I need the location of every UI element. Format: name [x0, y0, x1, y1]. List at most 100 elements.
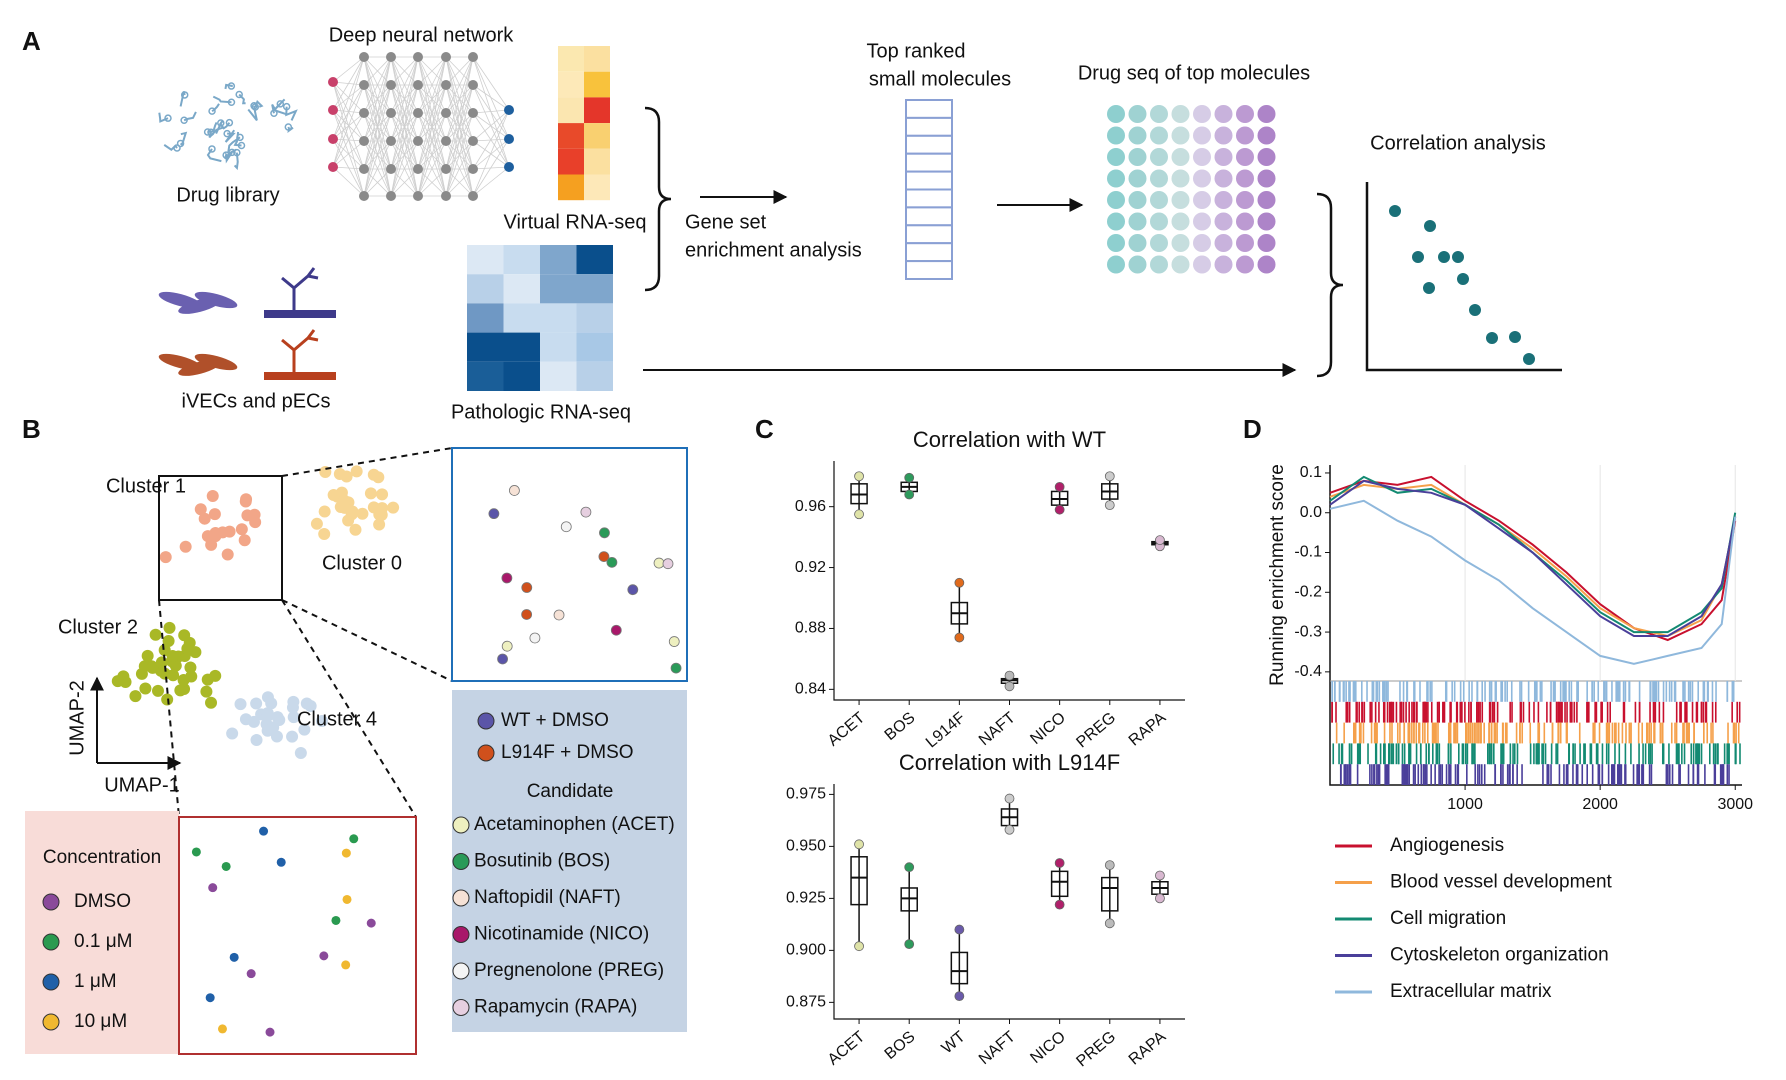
y-tick-label: 0.900	[786, 942, 826, 959]
molecule-atom	[270, 109, 278, 117]
box	[900, 887, 918, 912]
nn-edge	[417, 84, 447, 197]
scatter-dot	[1469, 304, 1481, 316]
legend-swatch	[477, 712, 495, 730]
y-tick-label: 0.88	[795, 620, 826, 637]
nn-edge	[417, 168, 447, 197]
heatmap-cell	[540, 274, 577, 304]
ranked-slot	[905, 206, 953, 227]
inset-dot	[560, 521, 572, 533]
umap-dot	[238, 534, 251, 547]
point	[1004, 824, 1015, 835]
umap-dot	[111, 675, 124, 688]
nn-edge	[417, 56, 447, 142]
seq-dot	[1150, 234, 1168, 252]
heatmap-cell	[503, 332, 540, 362]
line	[1329, 499, 1737, 665]
ranked-slot	[905, 99, 953, 119]
scatter-dot	[1438, 251, 1450, 263]
seq-dot	[1171, 234, 1190, 252]
umap-dot	[178, 629, 191, 642]
point	[1054, 481, 1065, 492]
panel-label: C	[755, 414, 774, 444]
point	[854, 941, 864, 952]
nn-edge	[332, 56, 365, 83]
point	[854, 509, 864, 520]
heatmap-cell	[576, 274, 613, 304]
nn-edge	[390, 84, 419, 197]
umap-dot	[373, 518, 386, 531]
heatmap-cell	[467, 274, 504, 304]
inset-dot	[208, 883, 218, 893]
nn-edge	[332, 56, 365, 111]
seq-dot	[1128, 169, 1147, 188]
scatter-axes	[1365, 182, 1562, 372]
nn-edge	[472, 166, 510, 197]
inset-dot	[501, 640, 513, 652]
heatmap-cell	[540, 245, 577, 275]
point	[1104, 471, 1115, 482]
seq-dot	[1107, 191, 1125, 209]
umap-dot	[373, 508, 386, 521]
nn-node	[468, 136, 478, 146]
nn-edge	[472, 56, 510, 111]
ranked-slot	[905, 242, 953, 263]
heatmap-cell	[540, 332, 577, 362]
heatmap-cell	[467, 245, 504, 275]
scatter-dot	[1424, 220, 1436, 232]
nn-edge	[445, 140, 474, 197]
inset-dot	[229, 952, 239, 962]
heatmap-cell	[467, 361, 504, 391]
point	[1155, 893, 1165, 904]
legend-label: Rapamycin (RAPA)	[474, 997, 637, 1018]
inset-dot	[331, 915, 341, 925]
molecule-atom	[282, 102, 291, 111]
umap-dot	[318, 528, 331, 541]
umap-dot	[179, 540, 192, 553]
seq-dot	[1257, 255, 1276, 274]
legend-label: Acetaminophen (ACET)	[474, 814, 675, 835]
point	[954, 991, 965, 1002]
cluster-label: Cluster 0	[322, 552, 402, 574]
umap-dot	[209, 669, 222, 682]
inset-dot	[653, 557, 665, 569]
zoom-box	[158, 475, 283, 601]
seq-dot	[1171, 255, 1190, 274]
umap-dot	[376, 488, 389, 501]
y-tick-label: 0.875	[786, 994, 826, 1011]
umap-dot	[141, 649, 154, 662]
umap-dot	[240, 493, 253, 506]
seq-dot	[1236, 255, 1254, 274]
chart-title: Correlation with WT	[913, 427, 1106, 452]
molecule-atom	[203, 128, 212, 136]
seq-dot	[1150, 105, 1168, 123]
label: iVECs and pECs	[182, 390, 331, 412]
seq-dot	[1193, 169, 1211, 188]
nn-edge	[363, 84, 392, 197]
seq-dot	[1171, 105, 1190, 123]
nn-node	[441, 191, 451, 201]
inset-dot	[610, 624, 622, 636]
nn-node	[359, 52, 369, 62]
umap-dot	[349, 523, 362, 536]
label: Gene set	[685, 211, 767, 233]
nn-edge	[417, 56, 447, 86]
cell-icon	[194, 291, 238, 309]
umap-dot	[250, 734, 263, 747]
nn-edge	[363, 140, 392, 197]
seq-dot	[1193, 148, 1211, 166]
y-tick-label: 0.975	[786, 786, 826, 803]
inset-dot	[580, 506, 592, 518]
point	[1054, 504, 1065, 515]
zoom-line	[158, 599, 180, 818]
heatmap-cell	[584, 97, 610, 124]
label: Deep neural network	[329, 24, 515, 46]
seq-dot	[1171, 126, 1190, 145]
nn-edge	[445, 56, 474, 170]
seq-dot	[1193, 126, 1211, 145]
seq-dot	[1214, 234, 1233, 252]
heatmap-cell	[576, 332, 613, 362]
line	[1329, 483, 1737, 638]
heatmap-cell	[558, 71, 584, 98]
nn-edge	[390, 112, 419, 197]
